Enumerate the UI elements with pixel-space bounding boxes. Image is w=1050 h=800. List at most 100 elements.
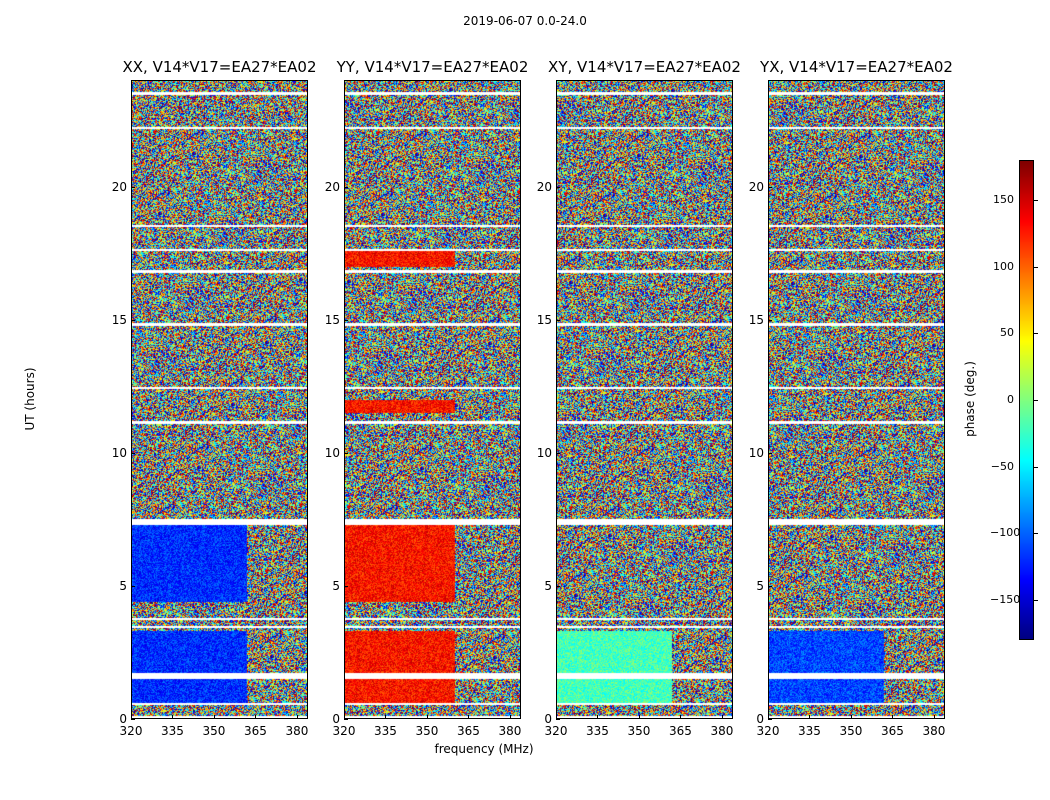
- y-tick-label: 10: [111, 445, 127, 460]
- x-tick-label: 335: [374, 724, 397, 738]
- y-tick-mark: [344, 319, 348, 321]
- x-tick-label: 320: [332, 724, 356, 738]
- colorbar-tick-mark: [1034, 200, 1038, 201]
- colorbar-tick-label: 50: [1000, 326, 1014, 340]
- colorbar: [1019, 160, 1034, 640]
- x-tick-label: 320: [544, 724, 568, 738]
- x-tick-mark: [680, 715, 682, 719]
- y-tick-label: 0: [544, 712, 552, 726]
- y-tick-mark: [768, 585, 772, 587]
- x-tick-label: 365: [881, 724, 904, 738]
- x-tick-mark: [556, 715, 557, 719]
- x-tick-mark: [131, 715, 132, 719]
- x-tick-mark: [213, 715, 215, 719]
- heatmap-canvas-1: [345, 81, 520, 718]
- y-tick-mark: [556, 186, 560, 188]
- y-tick-label: 5: [544, 578, 552, 593]
- colorbar-tick-mark: [1034, 333, 1038, 335]
- y-tick-mark: [768, 186, 772, 188]
- colorbar-tick-mark: [1034, 600, 1038, 601]
- x-tick-mark: [850, 715, 852, 719]
- y-tick-label: 20: [536, 179, 552, 194]
- panel-title-0: XX, V14*V17=EA27*EA02: [122, 58, 317, 76]
- y-tick-label: 10: [324, 445, 340, 460]
- colorbar-tick-label: 0: [1007, 393, 1014, 406]
- y-tick-label: 0: [332, 712, 340, 726]
- y-tick-label: 0: [119, 712, 127, 726]
- x-tick-label: 335: [161, 724, 184, 738]
- colorbar-tick-mark: [1034, 400, 1038, 401]
- x-tick-label: 350: [415, 724, 439, 738]
- y-tick-mark: [556, 585, 560, 587]
- x-tick-label: 350: [627, 724, 651, 738]
- y-tick-label: 10: [536, 445, 552, 460]
- heatmap-panel-3: [768, 80, 945, 719]
- x-tick-mark: [385, 715, 387, 719]
- x-tick-label: 365: [669, 724, 692, 738]
- x-tick-label: 380: [498, 724, 522, 738]
- x-tick-mark: [597, 715, 599, 719]
- heatmap-canvas-2: [557, 81, 732, 718]
- y-tick-mark: [344, 452, 348, 454]
- y-tick-label: 20: [324, 179, 340, 194]
- y-tick-label: 5: [332, 578, 340, 593]
- heatmap-canvas-3: [769, 81, 944, 718]
- x-tick-label: 335: [586, 724, 609, 738]
- y-tick-label: 5: [119, 578, 127, 593]
- x-tick-mark: [638, 715, 640, 719]
- x-tick-label: 365: [244, 724, 267, 738]
- y-tick-mark: [556, 319, 560, 321]
- x-tick-mark: [172, 715, 174, 719]
- y-tick-mark: [344, 585, 348, 587]
- x-tick-label: 350: [202, 724, 226, 738]
- x-tick-mark: [892, 715, 894, 719]
- colorbar-tick-label: −50: [990, 459, 1014, 473]
- y-tick-mark: [131, 585, 135, 587]
- x-tick-label: 320: [119, 724, 143, 738]
- y-tick-label: 15: [536, 312, 552, 327]
- x-axis-label: frequency (MHz): [434, 742, 534, 756]
- y-tick-mark: [131, 186, 135, 188]
- x-tick-mark: [933, 715, 935, 719]
- y-tick-mark: [131, 452, 135, 454]
- x-tick-label: 320: [756, 724, 780, 738]
- x-tick-label: 380: [922, 724, 946, 738]
- y-tick-label: 0: [756, 712, 764, 726]
- y-tick-label: 20: [111, 179, 127, 194]
- y-tick-mark: [131, 719, 135, 720]
- x-tick-label: 335: [798, 724, 821, 738]
- y-tick-label: 10: [748, 445, 764, 460]
- figure-title: 2019-06-07 0.0-24.0: [463, 14, 587, 28]
- y-tick-label: 15: [111, 312, 127, 327]
- x-tick-label: 380: [285, 724, 309, 738]
- y-tick-mark: [768, 452, 772, 454]
- x-tick-mark: [296, 715, 298, 719]
- y-tick-mark: [556, 719, 560, 720]
- x-tick-mark: [721, 715, 723, 719]
- y-tick-mark: [768, 319, 772, 321]
- y-tick-mark: [131, 319, 135, 321]
- y-tick-mark: [344, 719, 348, 720]
- panel-title-1: YY, V14*V17=EA27*EA02: [336, 58, 529, 76]
- y-tick-mark: [344, 186, 348, 188]
- colorbar-tick-mark: [1034, 466, 1038, 468]
- y-tick-label: 15: [748, 312, 764, 327]
- heatmap-panel-1: [344, 80, 521, 719]
- x-tick-mark: [255, 715, 257, 719]
- y-tick-mark: [768, 719, 772, 720]
- x-tick-mark: [509, 715, 511, 719]
- x-tick-mark: [344, 715, 345, 719]
- x-tick-mark: [468, 715, 470, 719]
- y-tick-label: 5: [756, 578, 764, 593]
- colorbar-tick-mark: [1034, 533, 1038, 535]
- colorbar-tick-label: 150: [993, 193, 1014, 206]
- colorbar-tick-label: −150: [990, 593, 1021, 606]
- x-tick-label: 380: [710, 724, 734, 738]
- heatmap-canvas-0: [132, 81, 307, 718]
- panel-title-2: XY, V14*V17=EA27*EA02: [548, 58, 741, 76]
- colorbar-label: phase (deg.): [963, 361, 977, 437]
- colorbar-tick-label: 100: [993, 259, 1014, 273]
- x-tick-mark: [809, 715, 811, 719]
- y-tick-label: 20: [748, 179, 764, 194]
- heatmap-panel-0: [131, 80, 308, 719]
